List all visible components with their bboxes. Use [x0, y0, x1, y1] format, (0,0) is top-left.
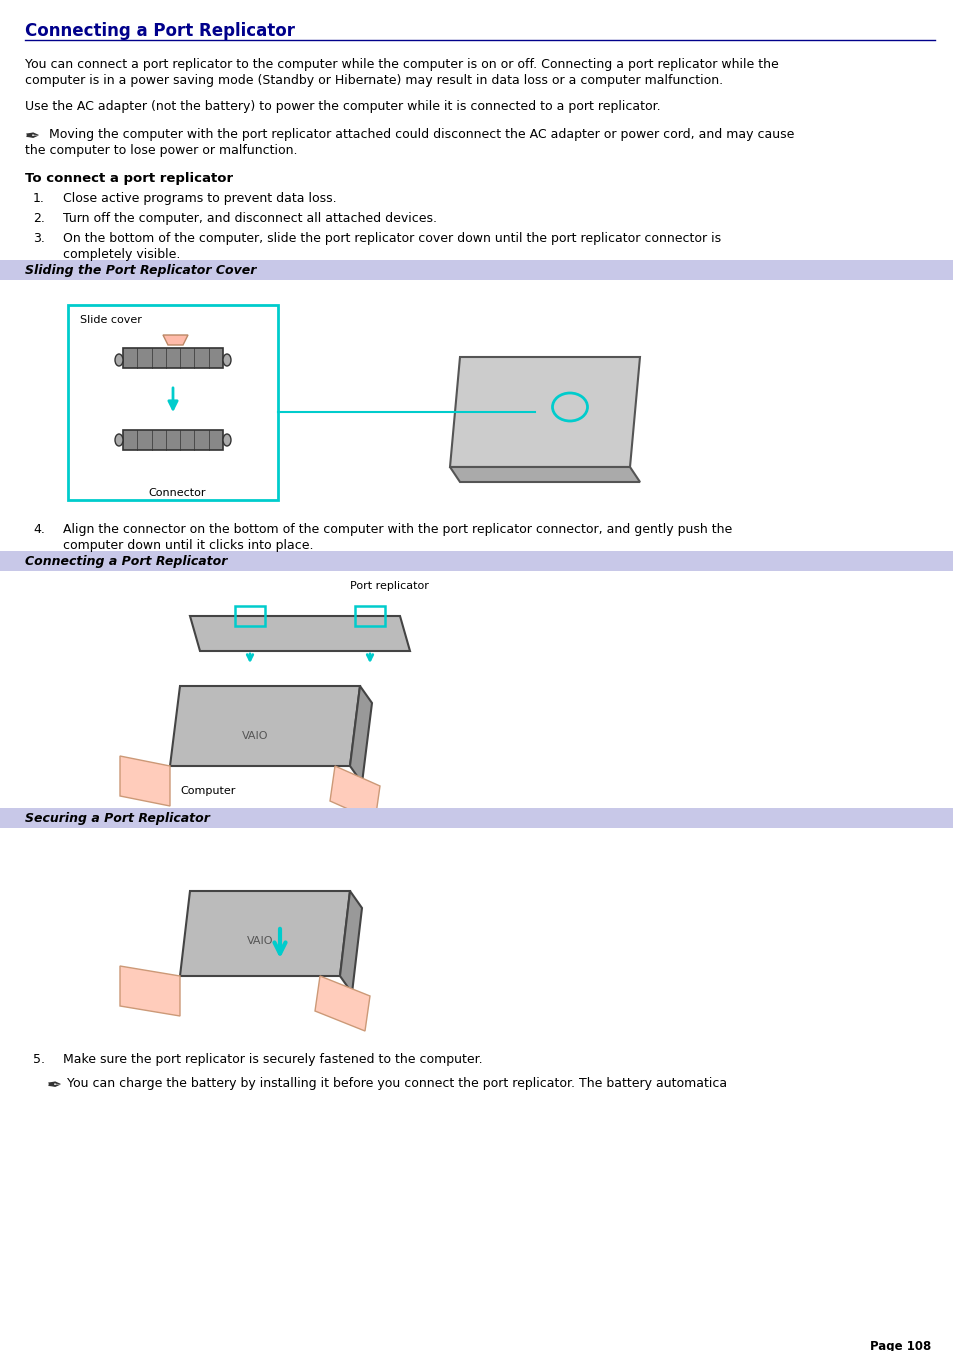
Polygon shape [450, 467, 639, 482]
Text: 1.: 1. [33, 192, 45, 205]
Polygon shape [123, 349, 223, 367]
Polygon shape [180, 892, 350, 975]
Text: Port replicator: Port replicator [350, 581, 429, 590]
Polygon shape [190, 616, 410, 651]
Text: Slide cover: Slide cover [80, 315, 142, 326]
Bar [234, 607, 265, 626]
Ellipse shape [223, 434, 231, 446]
Text: On the bottom of the computer, slide the port replicator cover down until the po: On the bottom of the computer, slide the… [63, 232, 720, 245]
Polygon shape [123, 430, 223, 450]
Bar [25, 576, 934, 807]
Text: 2.: 2. [33, 212, 45, 226]
Text: Moving the computer with the port replicator attached could disconnect the AC ad: Moving the computer with the port replic… [45, 128, 794, 141]
Ellipse shape [115, 354, 123, 366]
Text: Connecting a Port Replicator: Connecting a Port Replicator [25, 555, 227, 567]
Text: Align the connector on the bottom of the computer with the port replicator conne: Align the connector on the bottom of the… [63, 523, 732, 536]
Bar [0, 551, 953, 571]
Text: Sliding the Port Replicator Cover: Sliding the Port Replicator Cover [25, 263, 256, 277]
Polygon shape [170, 686, 359, 766]
Polygon shape [163, 335, 188, 345]
Text: Make sure the port replicator is securely fastened to the computer.: Make sure the port replicator is securel… [63, 1052, 482, 1066]
Ellipse shape [223, 354, 231, 366]
Bar [0, 259, 953, 280]
Text: the computer to lose power or malfunction.: the computer to lose power or malfunctio… [25, 145, 297, 157]
Text: VAIO: VAIO [241, 731, 268, 740]
Text: Use the AC adapter (not the battery) to power the computer while it is connected: Use the AC adapter (not the battery) to … [25, 100, 659, 113]
Text: 5.: 5. [33, 1052, 45, 1066]
Text: Computer: Computer [180, 786, 235, 796]
Bar [25, 846, 934, 1042]
Text: To connect a port replicator: To connect a port replicator [25, 172, 233, 185]
Text: ✒: ✒ [25, 128, 40, 146]
Polygon shape [330, 766, 379, 821]
Bar [25, 295, 934, 509]
Text: You can charge the battery by installing it before you connect the port replicat: You can charge the battery by installing… [67, 1077, 726, 1090]
Text: completely visible.: completely visible. [63, 249, 180, 261]
Text: Connecting a Port Replicator: Connecting a Port Replicator [25, 22, 294, 41]
Text: computer is in a power saving mode (Standby or Hibernate) may result in data los: computer is in a power saving mode (Stan… [25, 74, 722, 86]
Text: 3.: 3. [33, 232, 45, 245]
Polygon shape [339, 892, 361, 993]
Bar [0, 808, 953, 828]
Text: Connector: Connector [148, 488, 205, 499]
Text: ✒: ✒ [47, 1077, 62, 1096]
Text: You can connect a port replicator to the computer while the computer is on or of: You can connect a port replicator to the… [25, 58, 778, 72]
Bar [355, 607, 385, 626]
Polygon shape [120, 966, 180, 1016]
Polygon shape [314, 975, 370, 1031]
Text: 4.: 4. [33, 523, 45, 536]
Text: Close active programs to prevent data loss.: Close active programs to prevent data lo… [63, 192, 336, 205]
Text: computer down until it clicks into place.: computer down until it clicks into place… [63, 539, 314, 553]
Polygon shape [350, 686, 372, 784]
Ellipse shape [115, 434, 123, 446]
Text: Page 108: Page 108 [869, 1340, 930, 1351]
Text: Securing a Port Replicator: Securing a Port Replicator [25, 812, 210, 825]
Polygon shape [120, 757, 170, 807]
Bar [68, 305, 277, 500]
Text: Turn off the computer, and disconnect all attached devices.: Turn off the computer, and disconnect al… [63, 212, 436, 226]
Text: VAIO: VAIO [247, 936, 273, 946]
Polygon shape [450, 357, 639, 467]
